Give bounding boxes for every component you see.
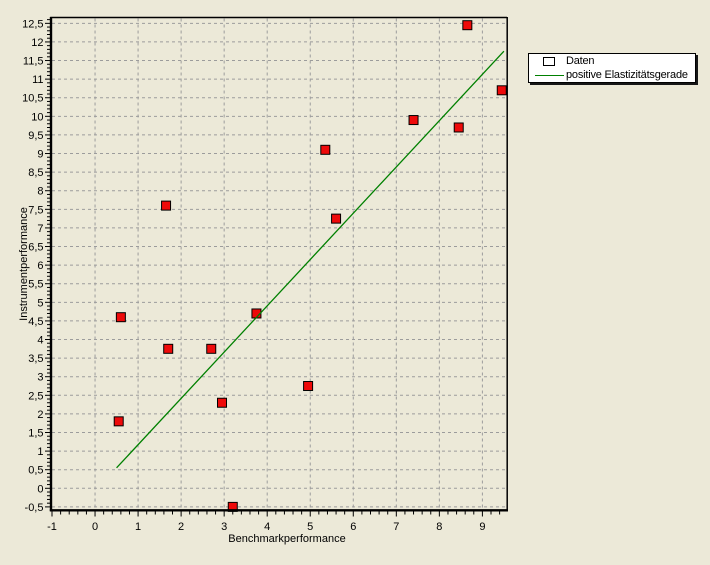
x-axis-title: Benchmarkperformance bbox=[228, 533, 345, 545]
y-tick-label: 8 bbox=[37, 186, 43, 198]
green-line-icon bbox=[535, 75, 564, 76]
y-tick-label: 3,5 bbox=[28, 353, 43, 365]
y-tick-label: 11,5 bbox=[23, 56, 44, 68]
y-tick-label: 1,5 bbox=[28, 428, 43, 440]
y-tick-label: 2,5 bbox=[28, 390, 43, 402]
data-point bbox=[217, 397, 228, 408]
data-point bbox=[115, 312, 126, 323]
y-tick-label: 9 bbox=[37, 149, 43, 161]
y-tick-label: 4 bbox=[37, 335, 43, 347]
red-square-icon bbox=[543, 57, 555, 66]
y-axis-title: Instrumentperformance bbox=[18, 207, 30, 321]
data-point bbox=[161, 200, 172, 211]
legend-entry-daten: Daten bbox=[529, 54, 695, 68]
y-tick-label: 1 bbox=[37, 446, 43, 458]
legend: Daten positive Elastizitätsgerade bbox=[528, 53, 696, 83]
x-tick-label: 3 bbox=[221, 521, 227, 533]
regression-line bbox=[116, 50, 505, 469]
y-tick-label: 11 bbox=[32, 74, 43, 86]
y-tick-label: 8,5 bbox=[28, 167, 43, 179]
data-point bbox=[303, 381, 314, 392]
x-tick-label: 2 bbox=[178, 521, 184, 533]
data-point bbox=[320, 144, 331, 155]
y-tick-label: 2 bbox=[37, 409, 43, 421]
y-tick-label: 5 bbox=[37, 297, 43, 309]
y-tick-label: 9,5 bbox=[28, 130, 43, 142]
data-point bbox=[462, 20, 473, 31]
data-point bbox=[408, 115, 419, 126]
y-tick-label: 6 bbox=[37, 260, 43, 272]
y-tick-label: 12,5 bbox=[22, 18, 43, 30]
x-tick-label: 7 bbox=[393, 521, 399, 533]
y-tick-label: 4,5 bbox=[28, 316, 43, 328]
y-tick-label: 7,5 bbox=[28, 204, 43, 216]
x-tick-label: 0 bbox=[92, 521, 98, 533]
y-tick-label: 0,5 bbox=[28, 465, 43, 477]
data-point bbox=[163, 343, 174, 354]
y-tick-label: 10 bbox=[31, 111, 43, 123]
x-tick-label: 8 bbox=[436, 521, 442, 533]
y-tick-label: 5,5 bbox=[28, 279, 43, 291]
legend-label: Daten bbox=[566, 55, 595, 67]
data-point bbox=[496, 85, 507, 96]
data-point bbox=[206, 343, 217, 354]
x-tick-label: 9 bbox=[479, 521, 485, 533]
data-point bbox=[113, 416, 124, 427]
x-tick-label: 4 bbox=[264, 521, 270, 533]
x-tick-label: -1 bbox=[47, 521, 57, 533]
y-tick-label: 3 bbox=[37, 372, 43, 384]
x-tick-label: 6 bbox=[350, 521, 356, 533]
y-tick-label: 12 bbox=[31, 37, 43, 49]
y-tick-label: 0 bbox=[37, 483, 43, 495]
legend-label: positive Elastizitätsgerade bbox=[566, 69, 688, 81]
y-tick-label: 10,5 bbox=[22, 93, 43, 105]
y-tick-label: 6,5 bbox=[28, 242, 43, 254]
y-tick-label: 7 bbox=[37, 223, 43, 235]
x-tick-label: 1 bbox=[135, 521, 141, 533]
legend-entry-elastizitaetsgerade: positive Elastizitätsgerade bbox=[529, 68, 695, 82]
plot-area bbox=[52, 18, 507, 510]
y-tick-label: -0,5 bbox=[25, 502, 44, 514]
x-tick-label: 5 bbox=[307, 521, 313, 533]
data-point bbox=[453, 122, 464, 133]
data-point bbox=[331, 213, 342, 224]
